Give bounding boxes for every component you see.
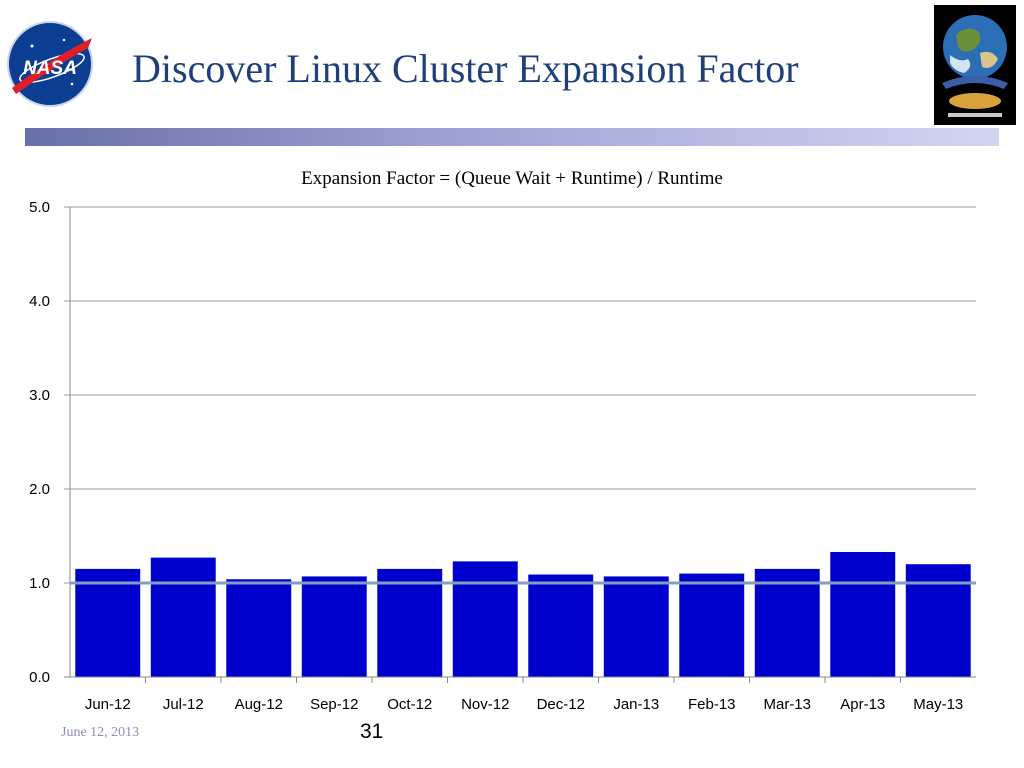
slide-title: Discover Linux Cluster Expansion Factor	[132, 46, 799, 91]
bar-jun-12	[75, 568, 141, 677]
bar-oct-12	[377, 568, 443, 677]
x-tick-label: Apr-13	[840, 696, 885, 713]
x-tick-label: Dec-12	[537, 696, 585, 713]
bar-jan-13	[603, 576, 669, 677]
bar-sep-12	[301, 576, 367, 677]
bar-chart: Expansion Factor = (Queue Wait + Runtime…	[29, 168, 976, 713]
x-tick-label: Jul-12	[163, 696, 204, 713]
footer-date: June 12, 2013	[61, 725, 140, 740]
bar-apr-13	[830, 551, 896, 677]
x-tick-label: Mar-13	[763, 696, 811, 713]
x-tick-label: Sep-12	[310, 696, 358, 713]
bar-mar-13	[754, 568, 820, 677]
bar-aug-12	[226, 579, 292, 677]
x-tick-label: May-13	[913, 696, 963, 713]
x-tick-label: Feb-13	[688, 696, 736, 713]
chart-title: Expansion Factor = (Queue Wait + Runtime…	[301, 168, 723, 189]
y-tick-label: 2.0	[29, 481, 50, 498]
x-tick-label: Nov-12	[461, 696, 509, 713]
page-number: 31	[360, 720, 384, 743]
y-tick-label: 5.0	[29, 199, 50, 216]
y-tick-label: 1.0	[29, 575, 50, 592]
bar-may-13	[905, 564, 971, 677]
x-tick-label: Jan-13	[613, 696, 659, 713]
nccs-earth-logo-icon	[934, 5, 1016, 125]
x-tick-label: Aug-12	[235, 696, 283, 713]
y-tick-label: 4.0	[29, 293, 50, 310]
title-divider-bar	[25, 128, 999, 146]
x-tick-label: Jun-12	[85, 696, 131, 713]
bar-feb-13	[679, 573, 745, 677]
x-tick-label: Oct-12	[387, 696, 432, 713]
nasa-logo-icon: NASA	[7, 21, 93, 107]
nasa-logo-text: NASA	[23, 58, 77, 79]
y-tick-label: 3.0	[29, 387, 50, 404]
bar-nov-12	[452, 561, 518, 677]
y-tick-label: 0.0	[29, 669, 50, 686]
bar-jul-12	[150, 557, 216, 677]
bar-dec-12	[528, 574, 594, 677]
